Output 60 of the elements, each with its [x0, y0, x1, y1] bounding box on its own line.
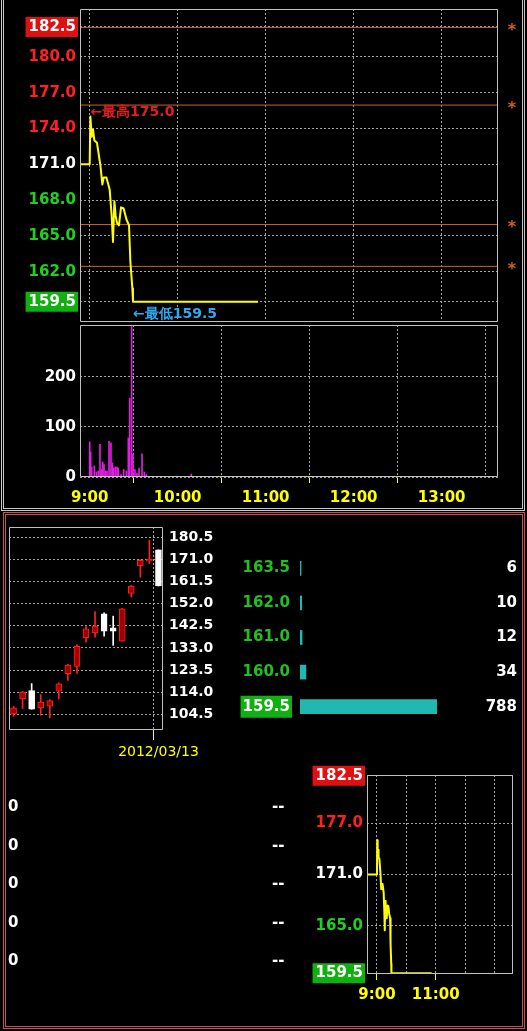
data-label: 10	[496, 592, 517, 611]
y-tick-label: 100	[44, 416, 76, 435]
y-tick-label: 171.0	[315, 864, 363, 883]
text: --	[272, 797, 285, 815]
text: 0	[8, 797, 19, 815]
x-tick-label: 12:00	[329, 487, 378, 506]
x-tick-label: 9:00	[71, 487, 109, 506]
annotation: ←最高175.0	[90, 103, 175, 120]
y-tick-label: 123.5	[169, 660, 214, 677]
y-tick-label: 104.5	[169, 705, 214, 722]
y-tick-label: 163.5	[242, 558, 290, 577]
y-tick-label: 133.0	[169, 638, 214, 655]
y-tick-label: 159.5	[315, 963, 363, 982]
y-tick-label: 174.0	[28, 118, 76, 137]
y-tick-label: 168.0	[28, 190, 76, 209]
y-tick-label: 114.0	[169, 682, 214, 699]
annotation: ←最低159.5	[132, 305, 217, 322]
y-tick-label: 171.0	[169, 549, 214, 566]
text: 0	[8, 912, 19, 931]
ref-line-label: *	[507, 97, 517, 117]
y-tick-label: 159.5	[28, 291, 76, 310]
y-tick-label: 177.0	[315, 812, 363, 831]
y-tick-label: 160.0	[242, 661, 290, 680]
x-tick-label: 9:00	[358, 984, 396, 1003]
y-tick-label: 0	[65, 466, 76, 485]
x-tick-label: 10:00	[153, 487, 202, 506]
text: 0	[8, 835, 19, 854]
y-tick-label: 165.0	[315, 915, 363, 934]
x-tick-label: 11:00	[241, 487, 290, 506]
text: --	[272, 874, 285, 892]
ref-line-label: *	[507, 259, 517, 279]
ref-line-label: *	[507, 217, 517, 237]
data-label: 34	[496, 661, 517, 680]
text: --	[272, 912, 285, 931]
text: 0	[8, 951, 19, 969]
data-label: 788	[485, 696, 517, 715]
text: 0	[8, 874, 19, 892]
y-tick-label: 162.0	[28, 261, 76, 280]
y-tick-label: 171.0	[28, 154, 76, 173]
y-tick-label: 161.5	[169, 572, 214, 589]
y-tick-label: 161.0	[242, 627, 290, 646]
y-tick-label: 180.0	[28, 46, 76, 65]
y-tick-label: 162.0	[242, 592, 290, 611]
x-tick-label: 11:00	[411, 984, 460, 1003]
x-tick-label: 2012/03/13	[118, 743, 199, 760]
y-tick-label: 177.0	[28, 82, 76, 101]
data-label: 12	[496, 627, 517, 646]
y-tick-label: 152.0	[169, 594, 214, 611]
y-tick-label: 200	[44, 366, 76, 385]
text: --	[272, 835, 285, 854]
data-label: 6	[506, 558, 517, 577]
y-tick-label: 165.0	[28, 225, 76, 244]
x-tick-label: 13:00	[417, 487, 466, 506]
ref-line-label: *	[507, 20, 517, 40]
y-tick-label: 182.5	[28, 16, 76, 35]
y-tick-label: 182.5	[315, 765, 363, 784]
y-tick-label: 180.5	[169, 527, 214, 544]
text: --	[272, 951, 285, 969]
y-tick-label: 159.5	[242, 696, 290, 715]
y-tick-label: 142.5	[169, 616, 214, 633]
